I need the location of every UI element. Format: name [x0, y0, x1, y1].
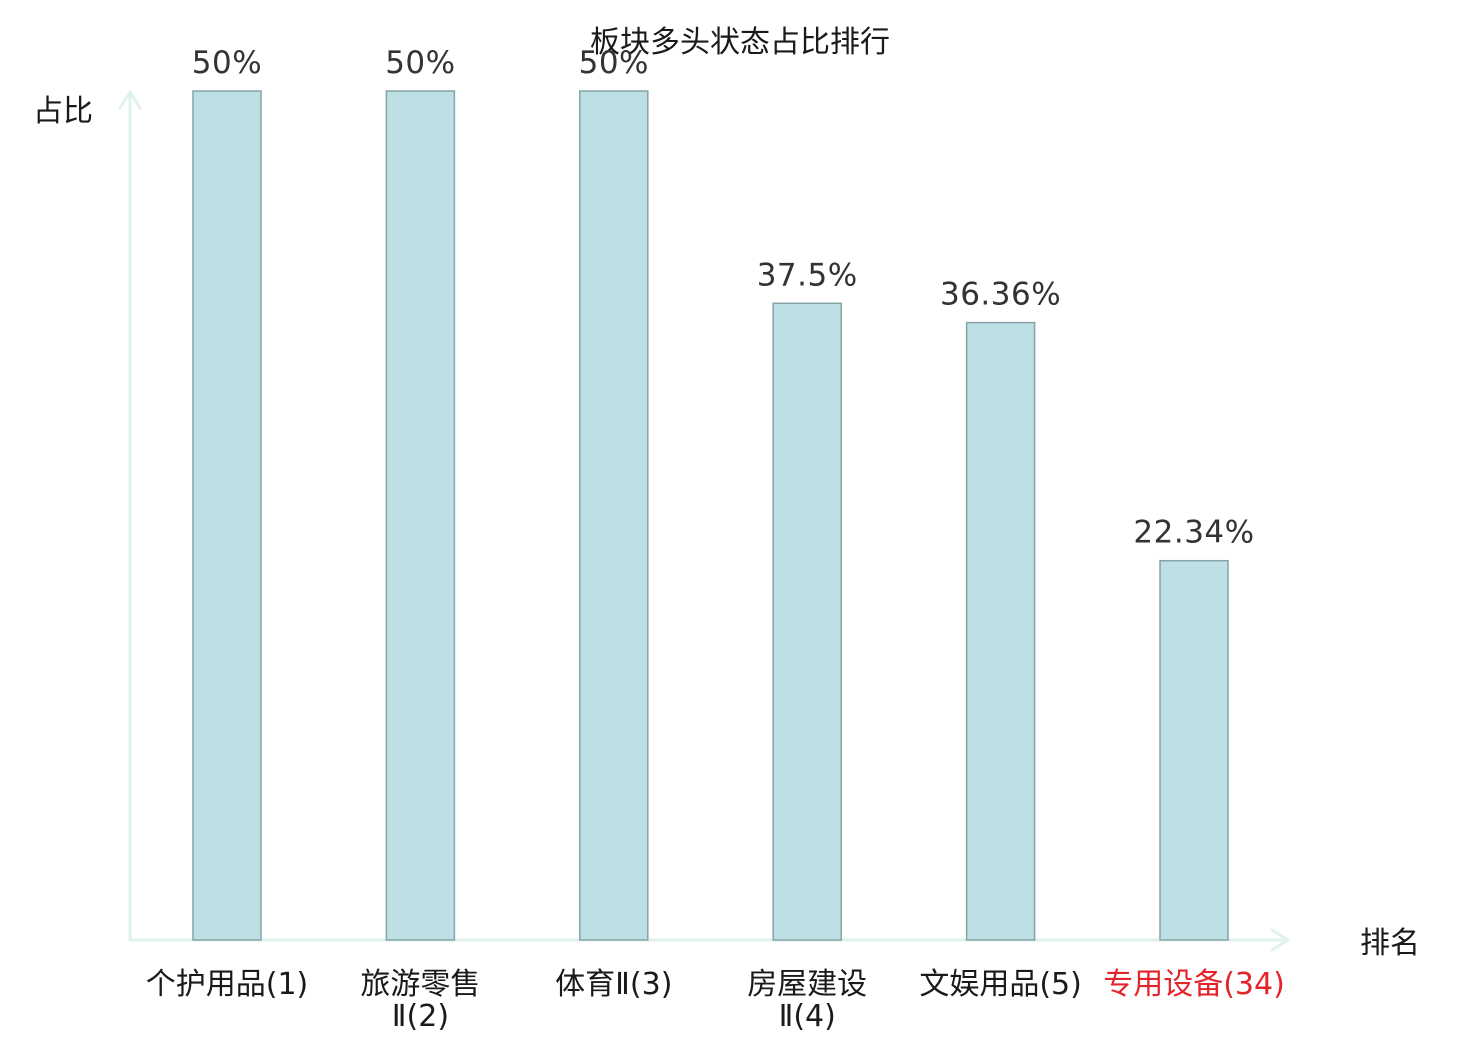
axes: [118, 90, 1290, 952]
x-tick-label-2-line-1: 旅游零售: [360, 967, 480, 1002]
value-label-2: 50%: [385, 45, 455, 81]
y-axis-arrow: [118, 90, 142, 110]
x-tick-label-2-line-2: Ⅱ(2): [392, 999, 449, 1034]
bar-1: [192, 90, 262, 941]
bar-5: [965, 321, 1036, 941]
bars: [192, 90, 1229, 941]
bar-2: [385, 90, 456, 941]
bar-3: [579, 90, 649, 941]
chart-title: 板块多头状态占比排行: [590, 25, 890, 60]
bar-6: [1159, 559, 1229, 941]
x-axis-arrow: [1270, 928, 1290, 952]
value-label-4: 37.5%: [757, 257, 858, 293]
y-axis-label: 占比: [33, 94, 93, 129]
bar-4: [772, 302, 842, 941]
x-axis-label: 排名: [1360, 926, 1420, 961]
value-label-3: 50%: [579, 45, 649, 81]
x-tick-label-6: 专用设备(34): [1103, 967, 1285, 1002]
x-tick-label-1: 个护用品(1): [146, 967, 309, 1002]
value-labels: 50% 50% 50% 37.5% 36.36% 22.34%: [192, 45, 1254, 551]
x-tick-label-4-line-2: Ⅱ(4): [779, 999, 836, 1034]
x-tick-label-5: 文娱用品(5): [919, 967, 1082, 1002]
x-tick-label-4-line-1: 房屋建设: [747, 967, 867, 1002]
value-label-5: 36.36%: [940, 277, 1061, 313]
value-label-6: 22.34%: [1133, 515, 1254, 551]
x-tick-label-3: 体育Ⅱ(3): [555, 967, 672, 1002]
value-label-1: 50%: [192, 45, 262, 81]
